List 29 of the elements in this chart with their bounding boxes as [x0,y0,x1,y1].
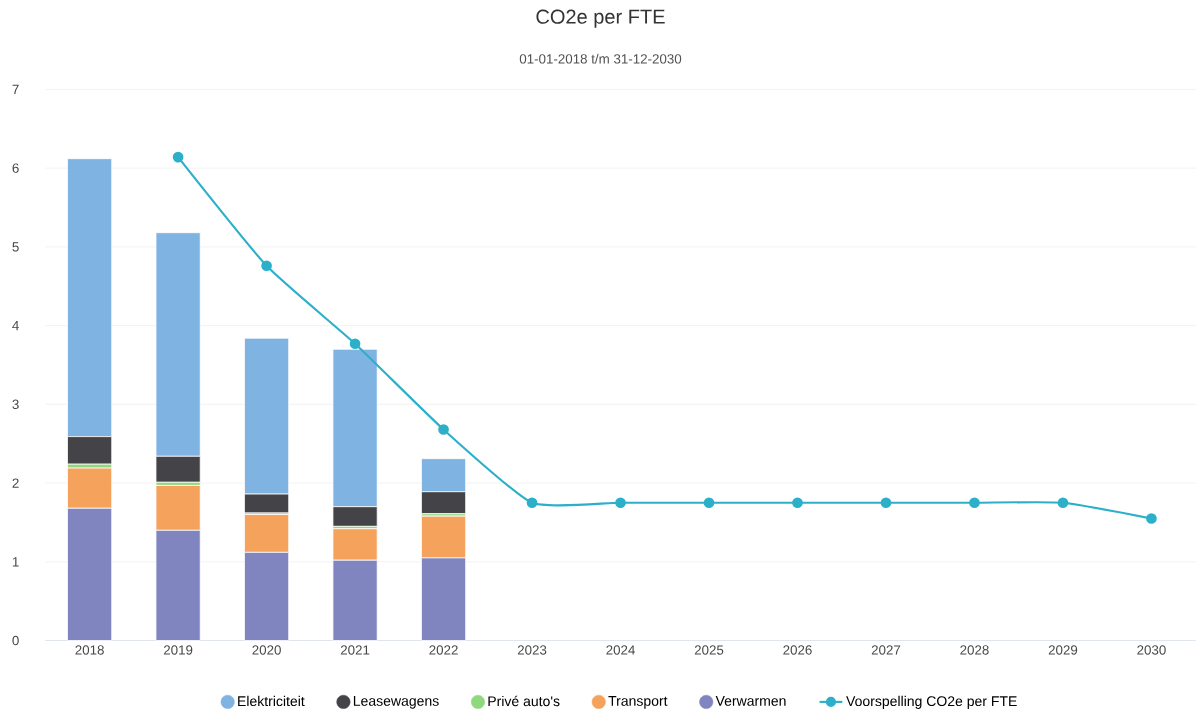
x-tick-label: 2029 [1048,645,1078,655]
legend-label: Verwarmen [715,696,786,706]
x-tick-label: 2018 [75,645,104,655]
x-tick-label: 2025 [694,645,724,655]
chart-title: CO2e per FTE [536,9,665,28]
x-tick-label: 2028 [960,645,989,655]
y-tick-label: 5 [12,242,19,252]
x-tick-label: 2021 [340,645,370,655]
y-tick-label: 4 [12,321,19,331]
y-tick-label: 3 [12,399,19,410]
y-tick-label: 2 [12,478,19,488]
x-tick-label: 2020 [252,645,281,655]
x-tick-label: 2023 [517,645,547,655]
legend-label: Voorspelling CO2e per FTE [846,695,1017,709]
y-tick-label: 7 [12,84,19,95]
chart-subtitle: 01-01-2018 t/m 31-12-2030 [519,53,682,64]
x-tick-label: 2030 [1137,645,1166,655]
x-tick-label: 2027 [871,645,901,655]
y-tick-label: 0 [12,635,19,646]
x-tick-label: 2024 [606,645,635,655]
legend-label: Privé auto's [488,695,560,707]
y-tick-label: 6 [12,163,19,173]
legend-label: Elektriciteit [238,695,305,707]
x-tick-label: 2022 [429,645,458,655]
x-tick-label: 2026 [783,645,812,655]
y-tick-label: 1 [12,557,19,567]
x-tick-label: 2019 [163,645,193,655]
legend-label: Leasewagens [353,696,439,709]
legend-label: Transport [608,696,668,709]
